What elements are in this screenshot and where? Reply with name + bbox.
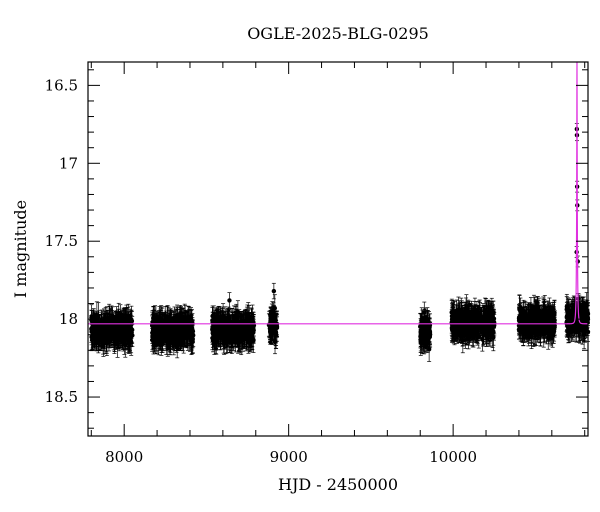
data-point [129, 311, 135, 331]
x-tick-label: 8000 [105, 448, 143, 466]
data-point [120, 314, 125, 341]
data-point [227, 292, 232, 309]
data-point [106, 330, 112, 352]
data-point [94, 317, 99, 343]
y-tick-label: 17 [59, 154, 78, 172]
model-curve-layer [88, 62, 588, 325]
data-point [109, 313, 114, 340]
y-tick-label: 17.5 [45, 232, 78, 250]
data-point [128, 327, 134, 348]
x-tick-label: 9000 [270, 448, 308, 466]
y-tick-label: 16.5 [45, 76, 78, 94]
data-point [271, 282, 277, 300]
y-axis-label: I magnitude [11, 200, 30, 298]
data-point [115, 316, 120, 345]
data-point [118, 320, 123, 349]
x-tick-label: 10000 [429, 448, 477, 466]
photometry-points [89, 123, 591, 362]
x-axis-label: HJD - 2450000 [278, 475, 398, 494]
data-point [124, 328, 130, 349]
chart-title: OGLE-2025-BLG-0295 [247, 24, 429, 43]
y-tick-label: 18.5 [45, 388, 78, 406]
model-curve [88, 62, 588, 325]
data-point [103, 317, 108, 341]
data-point [107, 305, 112, 335]
plot-frame [87, 61, 589, 437]
axis-ticks: 8000 9000 10000 16.5 17 17.5 18 18.5 [45, 62, 588, 466]
y-tick-label: 18 [59, 310, 78, 328]
